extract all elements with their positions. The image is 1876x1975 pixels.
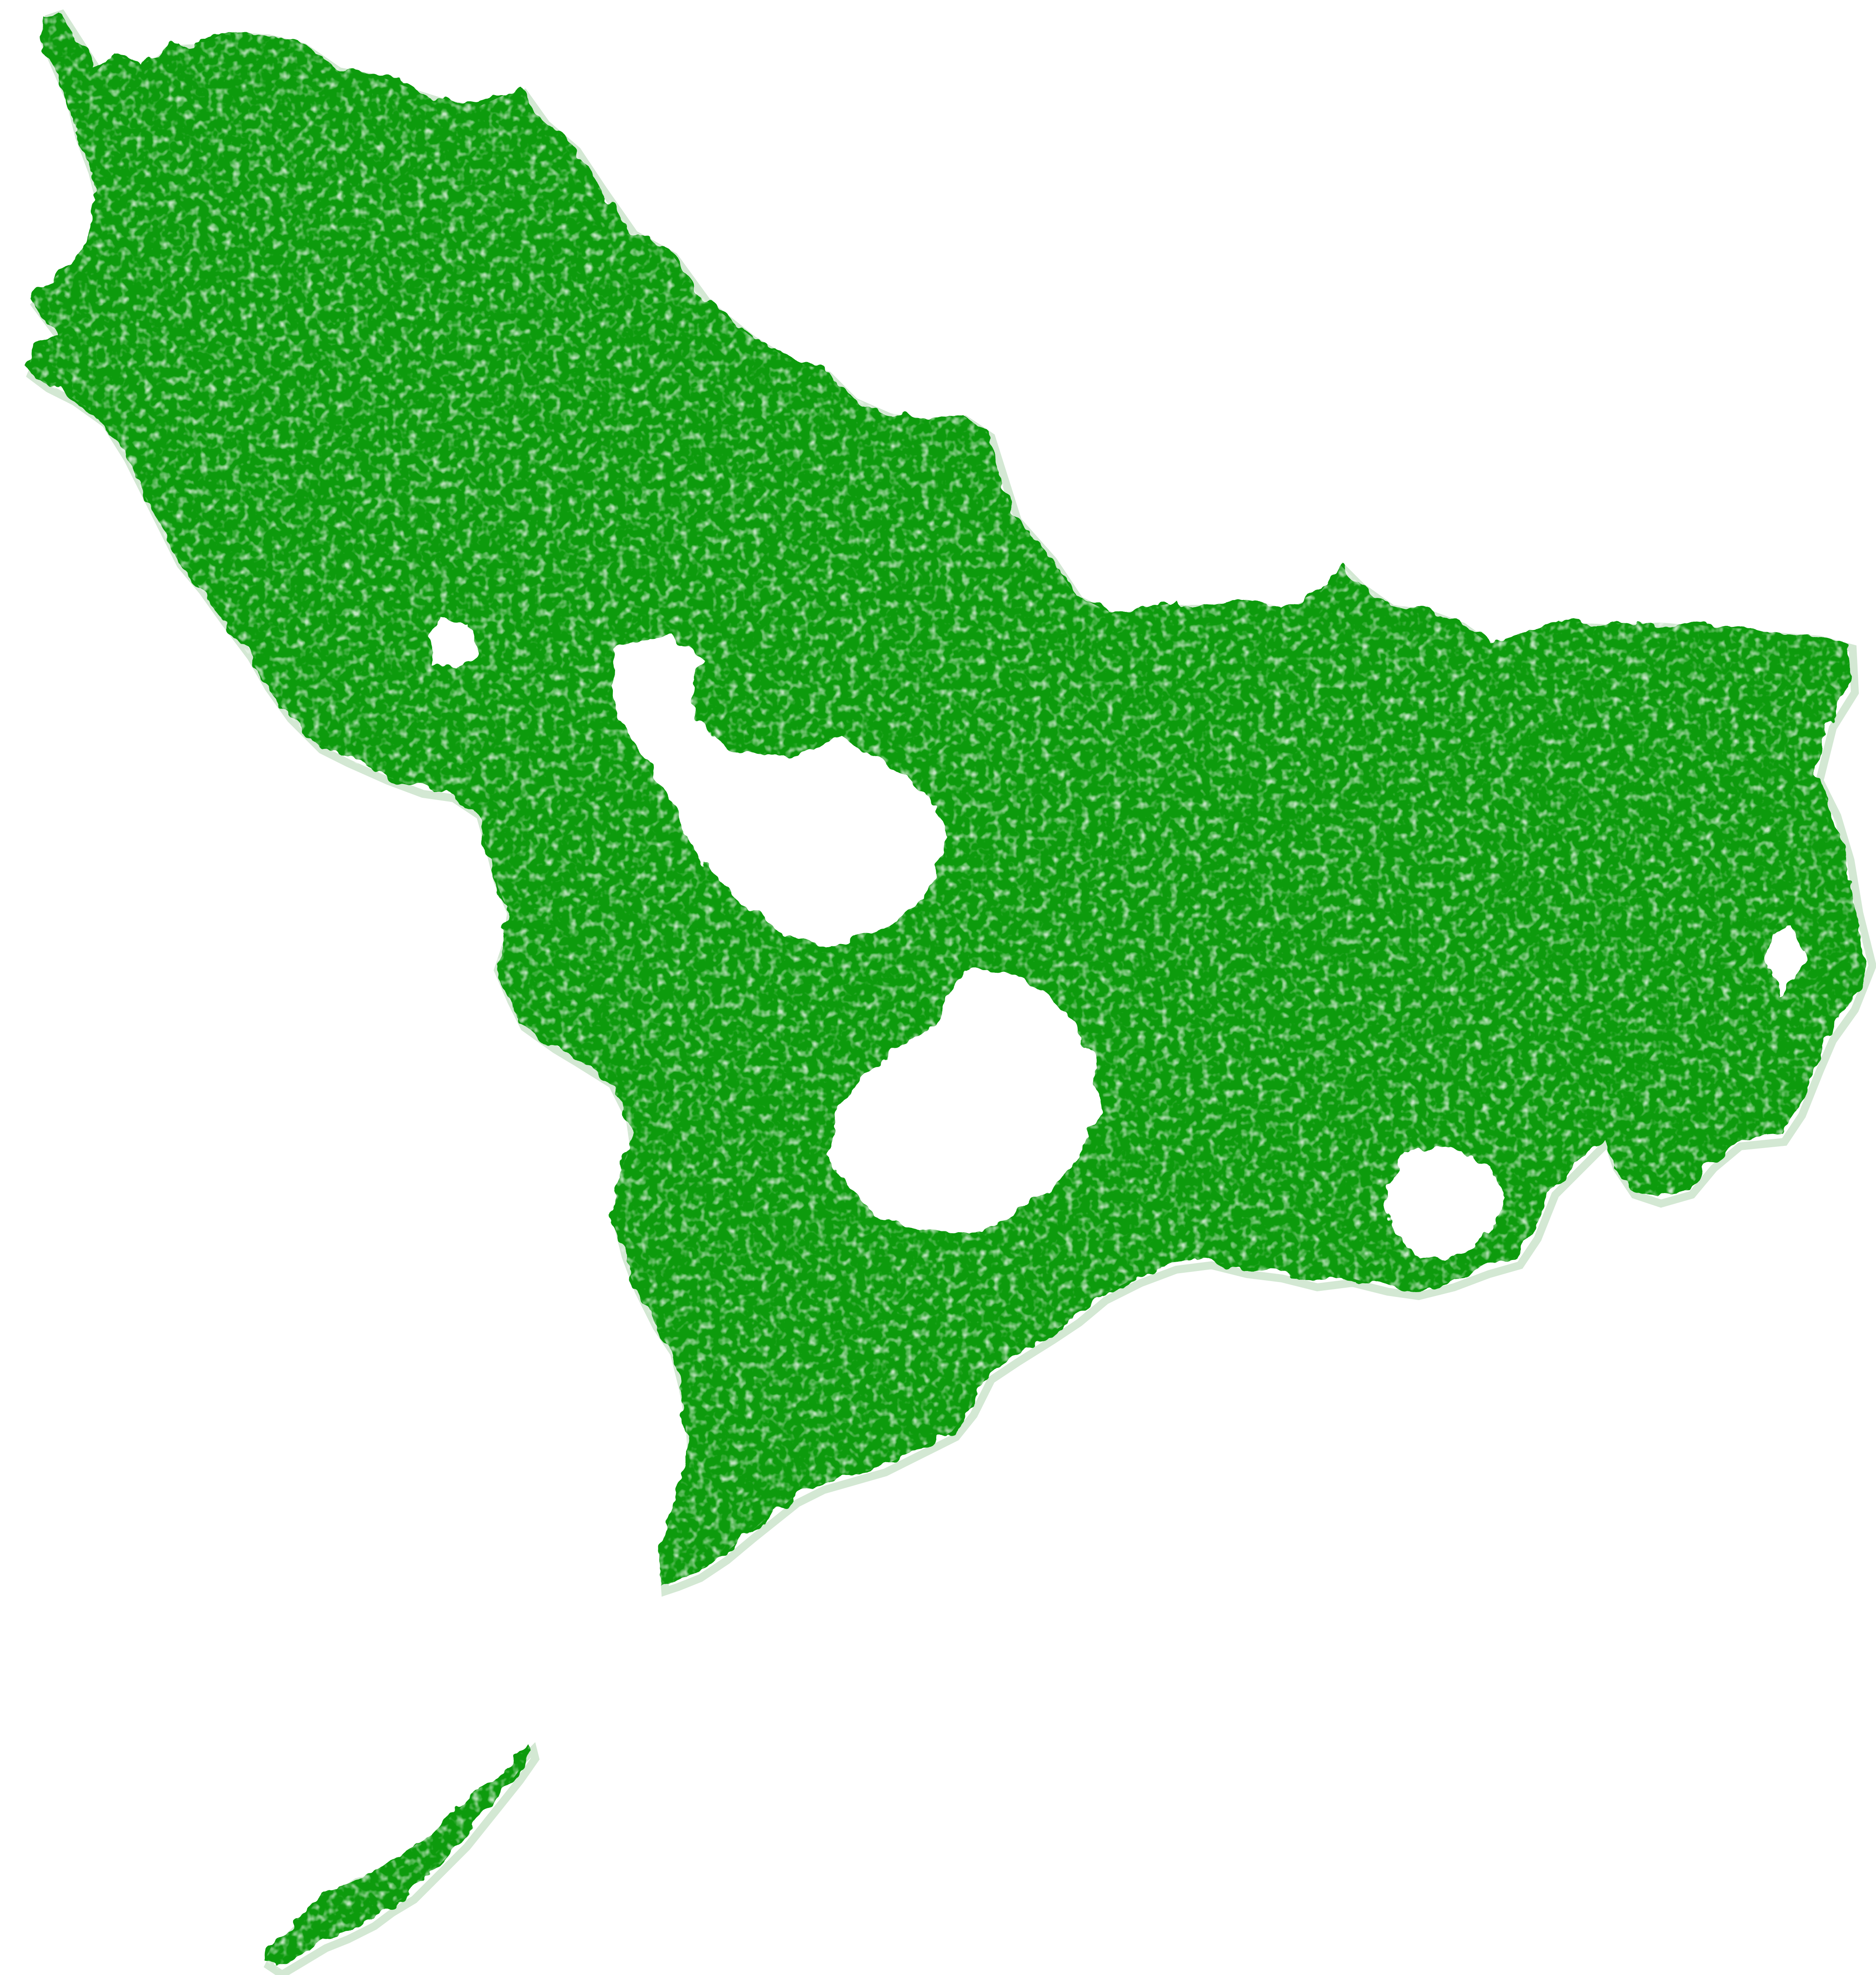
central-clearing: [608, 634, 947, 947]
south-central-clearing: [828, 969, 1101, 1234]
north-clearing: [432, 617, 476, 670]
east-lake: [1767, 925, 1806, 996]
southeast-clearing: [1383, 1145, 1507, 1260]
clearings: [432, 617, 1806, 1260]
